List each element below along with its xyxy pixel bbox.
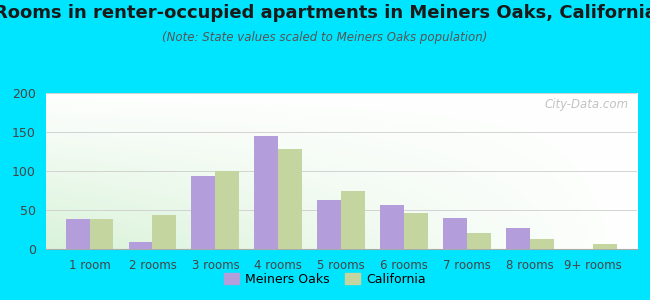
Legend: Meiners Oaks, California: Meiners Oaks, California <box>219 268 431 291</box>
Bar <box>341 190 365 249</box>
Bar <box>380 205 404 249</box>
Bar <box>254 136 278 249</box>
Bar <box>278 149 302 249</box>
Bar <box>153 215 176 249</box>
Bar <box>129 242 153 249</box>
Text: (Note: State values scaled to Meiners Oaks population): (Note: State values scaled to Meiners Oa… <box>162 32 488 44</box>
Bar <box>317 200 341 249</box>
Bar <box>66 219 90 249</box>
Text: Rooms in renter-occupied apartments in Meiners Oaks, California: Rooms in renter-occupied apartments in M… <box>0 4 650 22</box>
Bar <box>593 244 617 249</box>
Bar <box>215 171 239 249</box>
Bar <box>506 228 530 249</box>
Bar <box>530 239 554 249</box>
Bar <box>192 176 215 249</box>
Bar <box>467 232 491 249</box>
Text: City-Data.com: City-Data.com <box>544 98 628 111</box>
Bar <box>443 218 467 249</box>
Bar <box>404 213 428 249</box>
Bar <box>90 219 114 249</box>
